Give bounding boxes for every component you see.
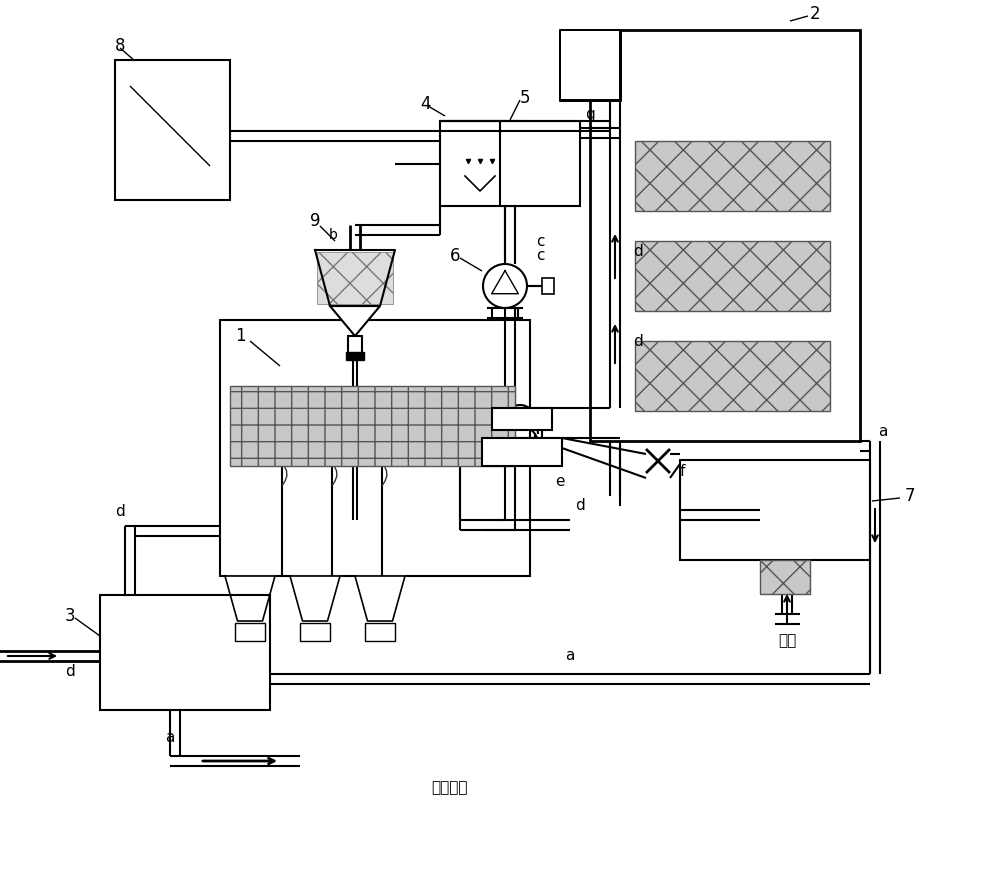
Text: g: g (585, 107, 595, 122)
Text: c: c (536, 234, 544, 249)
Bar (440, 121, 520, 206)
Polygon shape (290, 576, 340, 621)
Text: e: e (555, 474, 565, 489)
Text: 6: 6 (450, 247, 460, 265)
Bar (220, 320, 530, 576)
Bar (100, 595, 270, 710)
Text: 5: 5 (520, 89, 530, 107)
Text: d: d (633, 244, 643, 258)
Bar (235, 623, 265, 641)
Bar (500, 121, 580, 206)
Bar (635, 141, 830, 211)
Polygon shape (355, 576, 405, 621)
Text: d: d (115, 504, 125, 519)
Text: d: d (575, 498, 585, 513)
Text: 1: 1 (235, 327, 246, 345)
Text: 8: 8 (115, 37, 126, 55)
Text: 下道工序: 下道工序 (432, 781, 468, 795)
Text: d: d (65, 663, 75, 679)
Bar (346, 352, 364, 360)
Polygon shape (315, 250, 395, 306)
Bar (542, 278, 554, 294)
Bar (115, 60, 230, 200)
Text: d: d (633, 334, 643, 349)
Bar (317, 252, 393, 304)
Bar (590, 30, 860, 441)
Text: a: a (165, 731, 175, 745)
Bar (492, 408, 552, 430)
Text: 4: 4 (420, 95, 430, 113)
Polygon shape (225, 576, 275, 621)
Bar (760, 560, 810, 594)
Text: a: a (878, 423, 888, 439)
Text: 9: 9 (310, 212, 320, 230)
Bar (482, 438, 562, 466)
Text: 7: 7 (905, 487, 916, 505)
Text: 空气: 空气 (778, 633, 796, 648)
Bar (230, 386, 515, 466)
Text: 2: 2 (810, 5, 821, 23)
Bar (635, 241, 830, 311)
Polygon shape (330, 306, 380, 336)
Text: 3: 3 (65, 607, 76, 625)
Bar (560, 30, 620, 100)
Bar (300, 623, 330, 641)
Text: c: c (536, 249, 544, 264)
Bar (365, 623, 395, 641)
Bar (561, 31, 619, 99)
Bar (635, 341, 830, 411)
Bar (680, 460, 870, 560)
Text: f: f (679, 463, 685, 478)
Text: b: b (329, 228, 337, 242)
Text: a: a (565, 648, 575, 663)
Bar (348, 336, 362, 354)
